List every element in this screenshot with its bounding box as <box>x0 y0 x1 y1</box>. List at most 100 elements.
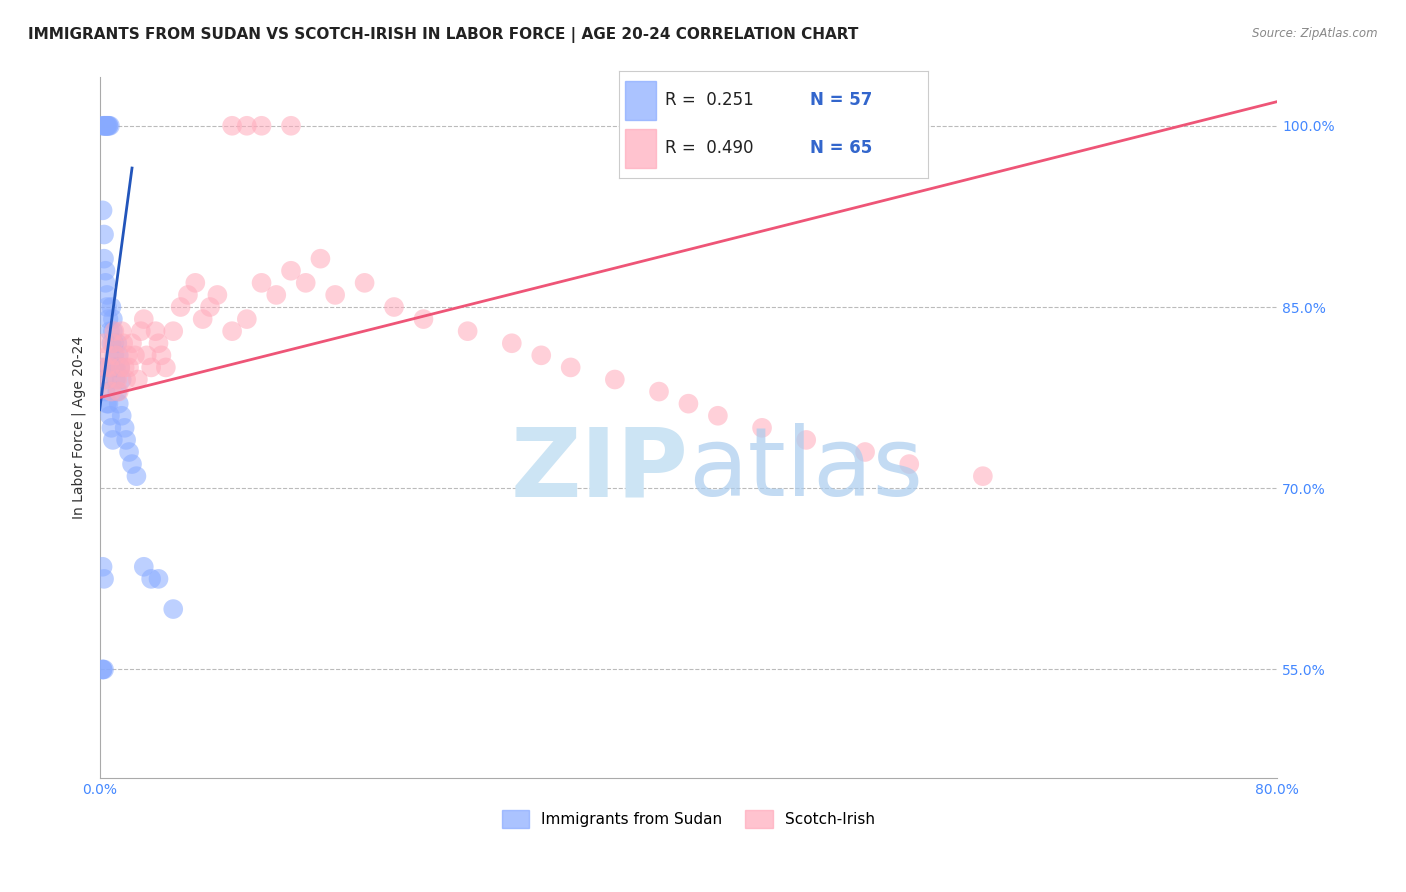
Point <box>155 360 177 375</box>
Point <box>103 324 125 338</box>
Point <box>751 421 773 435</box>
Point <box>107 384 129 399</box>
Point <box>111 324 134 338</box>
Point <box>118 360 141 375</box>
Point <box>110 360 132 375</box>
Point <box>132 312 155 326</box>
Point <box>117 348 139 362</box>
Point <box>94 264 117 278</box>
Point <box>94 360 117 375</box>
Point <box>121 336 143 351</box>
Text: N = 65: N = 65 <box>810 139 873 157</box>
Point <box>280 119 302 133</box>
Point <box>132 559 155 574</box>
Point <box>100 384 122 399</box>
Bar <box>624 129 655 168</box>
Point <box>853 445 876 459</box>
Point <box>236 312 259 326</box>
Point <box>125 469 148 483</box>
Point <box>111 372 134 386</box>
Text: IMMIGRANTS FROM SUDAN VS SCOTCH-IRISH IN LABOR FORCE | AGE 20-24 CORRELATION CHA: IMMIGRANTS FROM SUDAN VS SCOTCH-IRISH IN… <box>28 27 859 43</box>
Point <box>898 119 921 133</box>
Point <box>236 119 259 133</box>
Text: Source: ZipAtlas.com: Source: ZipAtlas.com <box>1253 27 1378 40</box>
Point <box>100 336 122 351</box>
Point <box>110 360 132 375</box>
Legend: Immigrants from Sudan, Scotch-Irish: Immigrants from Sudan, Scotch-Irish <box>495 804 882 834</box>
Text: ZIP: ZIP <box>510 424 689 516</box>
Point <box>412 312 434 326</box>
Point <box>97 119 120 133</box>
Point <box>98 119 121 133</box>
Point <box>97 348 120 362</box>
Point <box>93 119 115 133</box>
Text: R =  0.251: R = 0.251 <box>665 91 754 109</box>
Point <box>94 119 117 133</box>
Point <box>707 409 730 423</box>
Point <box>294 276 316 290</box>
Point <box>100 300 122 314</box>
Point <box>264 288 287 302</box>
Bar <box>624 81 655 120</box>
Point <box>124 348 146 362</box>
Point <box>250 276 273 290</box>
Point <box>898 457 921 471</box>
Point <box>97 119 120 133</box>
Point <box>104 360 127 375</box>
Point <box>103 360 125 375</box>
Point <box>135 348 157 362</box>
Point <box>148 572 170 586</box>
Point <box>191 312 214 326</box>
Point <box>114 360 136 375</box>
Point <box>91 360 114 375</box>
Point <box>97 312 120 326</box>
Point <box>501 336 523 351</box>
Point <box>98 324 121 338</box>
Point <box>141 360 163 375</box>
Point <box>972 469 994 483</box>
Point <box>104 372 127 386</box>
Point <box>94 276 117 290</box>
Point <box>101 336 124 351</box>
Text: R =  0.490: R = 0.490 <box>665 139 754 157</box>
Point <box>101 324 124 338</box>
Point <box>530 348 553 362</box>
Text: N = 57: N = 57 <box>810 91 873 109</box>
Point <box>93 663 115 677</box>
Point <box>93 252 115 266</box>
Point <box>98 409 121 423</box>
Point <box>121 457 143 471</box>
Point <box>91 203 114 218</box>
Point <box>148 336 170 351</box>
Point <box>198 300 221 314</box>
Point <box>141 572 163 586</box>
Point <box>91 663 114 677</box>
Point <box>105 336 128 351</box>
Point <box>107 397 129 411</box>
Point <box>162 324 184 338</box>
Point <box>118 445 141 459</box>
Point <box>111 409 134 423</box>
Point <box>94 384 117 399</box>
Point <box>93 336 115 351</box>
Point <box>93 227 115 242</box>
Point <box>100 421 122 435</box>
Point <box>101 312 124 326</box>
Point <box>250 119 273 133</box>
Point <box>221 324 243 338</box>
Point <box>115 433 138 447</box>
Point <box>97 397 120 411</box>
Point <box>794 433 817 447</box>
Point <box>309 252 332 266</box>
Point <box>457 324 479 338</box>
Point <box>105 384 128 399</box>
Point <box>353 276 375 290</box>
Y-axis label: In Labor Force | Age 20-24: In Labor Force | Age 20-24 <box>72 336 86 519</box>
Point <box>169 300 191 314</box>
Point <box>280 264 302 278</box>
Point <box>112 336 135 351</box>
Point <box>114 421 136 435</box>
Point <box>91 559 114 574</box>
Point <box>96 288 118 302</box>
Point <box>96 300 118 314</box>
